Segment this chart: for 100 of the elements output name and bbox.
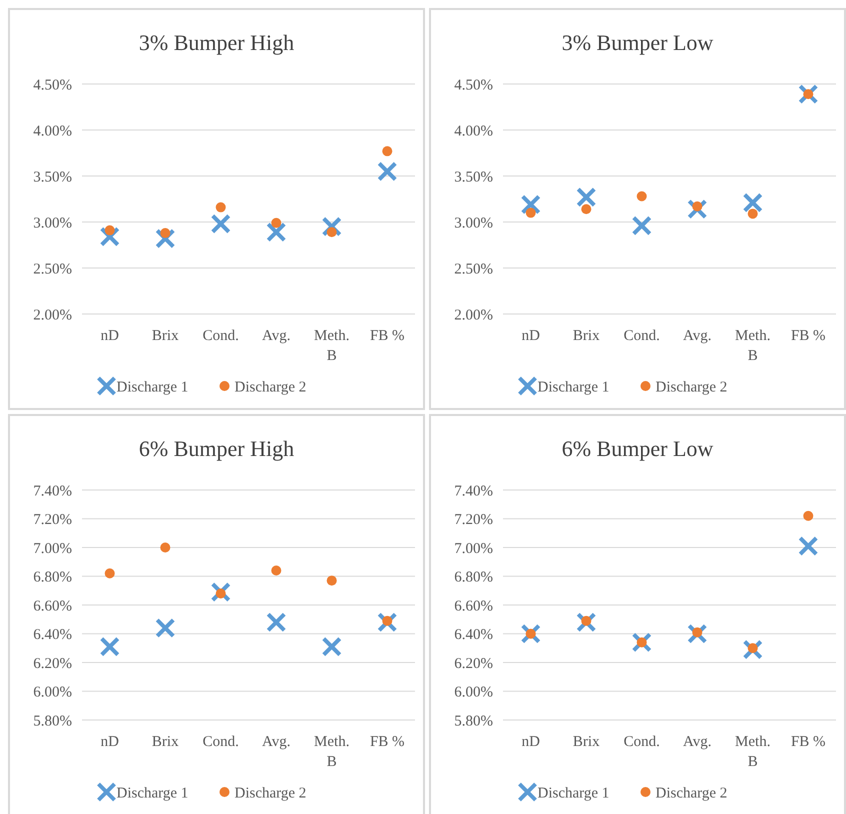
chart-title: 3% Bumper Low [562,30,714,55]
y-tick-label: 3.50% [454,169,493,186]
x-tick-label: nD [522,734,540,750]
x-tick-label: FB % [370,734,405,750]
point [636,637,647,648]
y-tick-label: 6.40% [33,627,72,643]
point [520,624,541,644]
legend-label: Discharge 2 [234,379,306,396]
x-tick-label: Brix [572,734,600,750]
y-tick-label: 6.60% [33,598,72,614]
point [377,161,398,182]
x-tick-label: Avg. [262,734,290,750]
point [803,89,814,100]
point [100,636,120,657]
x-tick-label: Cond. [202,734,239,750]
point [576,612,596,632]
legend-label: Discharge 1 [538,379,610,396]
x-tick-label: nD [522,328,540,344]
point [104,225,115,236]
point [326,576,337,586]
y-tick-label: 5.80% [33,713,72,730]
point [748,208,758,219]
chart-title: 6% Bumper High [138,436,294,461]
x-tick-label: FB % [790,734,826,750]
y-tick-label: 4.50% [33,77,72,94]
point [798,84,818,104]
y-tick-label: 7.20% [33,512,72,528]
y-tick-label: 3.50% [33,169,72,186]
point [636,191,647,202]
chart-title: 3% Bumper High [138,30,294,55]
y-tick-label: 2.00% [33,307,72,324]
point [322,216,342,237]
x-tick-label: Brix [152,734,180,750]
y-tick-label: 3.00% [454,215,493,232]
point [581,616,592,626]
point [687,624,708,644]
point [216,202,226,212]
point [576,187,596,208]
point [803,510,814,521]
x-tick-label: Brix [152,328,180,344]
point [687,199,708,220]
y-tick-label: 7.20% [454,512,493,528]
y-tick-label: 2.50% [33,261,72,278]
point [382,146,392,156]
point [692,627,702,638]
point [322,636,342,657]
x-tick-label: Cond. [624,328,660,344]
legend-label: Discharge 1 [116,785,188,802]
point [326,227,337,238]
point [526,628,536,639]
y-tick-label: 2.00% [454,307,493,324]
point [377,612,398,632]
point [692,201,702,212]
x-tick-label: nD [100,328,120,344]
point [266,222,286,242]
point [160,228,170,238]
y-tick-label: 2.50% [454,261,493,278]
legend-label: Discharge 1 [116,379,188,396]
point [160,542,170,552]
y-tick-label: 6.40% [454,627,493,643]
y-tick-label: 6.00% [33,684,72,700]
legend-label: Discharge 2 [656,379,728,396]
y-tick-label: 6.60% [454,598,493,614]
point [155,228,176,249]
y-tick-label: 6.20% [454,656,493,672]
chart-title: 6% Bumper Low [562,436,714,461]
y-tick-label: 4.50% [454,77,493,94]
legend-label: Discharge 2 [656,785,728,802]
y-tick-label: 4.00% [454,123,493,140]
point [632,632,652,652]
x-tick-label: FB % [370,328,405,344]
x-tick-label: Meth. B [735,734,770,770]
y-tick-label: 7.00% [454,540,493,557]
x-tick-label: Cond. [202,328,239,344]
point [266,612,286,632]
point [216,588,226,598]
point [632,216,652,236]
y-tick-label: 6.80% [454,570,493,586]
y-tick-label: 3.00% [33,215,72,232]
y-tick-label: 4.00% [33,123,72,140]
point [155,618,176,638]
x-tick-label: Meth. B [314,328,350,364]
x-tick-label: nD [100,734,120,750]
x-tick-label: Avg. [683,328,712,344]
point [271,566,282,576]
x-tick-label: Meth. B [735,328,770,364]
y-tick-label: 7.40% [454,483,493,500]
point [100,226,120,247]
point [798,536,818,556]
x-tick-label: Brix [572,328,600,344]
x-tick-label: FB % [790,328,826,344]
point [210,582,231,602]
point [210,214,231,234]
y-tick-label: 6.00% [454,684,493,700]
y-tick-label: 6.80% [33,570,72,586]
point [581,204,592,214]
y-tick-label: 7.40% [33,483,72,500]
legend-label: Discharge 1 [538,785,610,802]
y-tick-label: 5.80% [454,713,493,730]
y-tick-label: 7.00% [33,540,72,557]
